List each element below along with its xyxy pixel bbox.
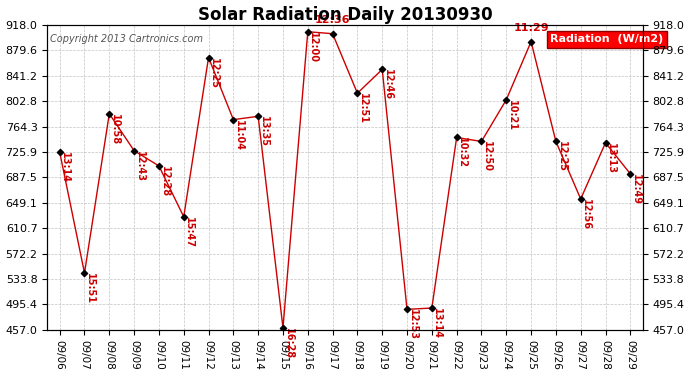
Text: 12:56: 12:56 <box>581 199 591 230</box>
Point <box>451 135 462 141</box>
Point <box>551 138 562 144</box>
Text: 15:47: 15:47 <box>184 217 195 248</box>
Point <box>128 148 139 154</box>
Point <box>277 325 288 331</box>
Point <box>575 196 586 202</box>
Point <box>302 29 313 35</box>
Text: 12:49: 12:49 <box>631 174 641 205</box>
Text: 12:43: 12:43 <box>135 151 145 182</box>
Point <box>153 163 164 169</box>
Point <box>476 138 487 144</box>
Text: 12:00: 12:00 <box>308 32 318 63</box>
Text: 10:32: 10:32 <box>457 138 467 168</box>
Text: 13:14: 13:14 <box>433 308 442 339</box>
Text: 12:51: 12:51 <box>358 93 368 124</box>
Text: 12:50: 12:50 <box>482 141 492 172</box>
Point <box>253 113 264 119</box>
Text: 16:28: 16:28 <box>284 328 293 359</box>
Point <box>352 90 363 96</box>
Point <box>178 214 189 220</box>
Text: 10:21: 10:21 <box>507 100 517 131</box>
Point <box>327 31 338 37</box>
Text: 11:29: 11:29 <box>513 23 549 33</box>
Text: Copyright 2013 Cartronics.com: Copyright 2013 Cartronics.com <box>50 34 204 44</box>
Text: 13:13: 13:13 <box>606 143 616 174</box>
Point <box>625 171 636 177</box>
Point <box>203 54 214 60</box>
Title: Solar Radiation Daily 20130930: Solar Radiation Daily 20130930 <box>198 6 492 24</box>
Point <box>104 111 115 117</box>
Point <box>228 117 239 123</box>
Text: 12:28: 12:28 <box>159 166 170 197</box>
Point <box>377 66 388 72</box>
Point <box>402 306 413 312</box>
Text: 12:25: 12:25 <box>556 141 566 172</box>
Text: 12:46: 12:46 <box>383 69 393 100</box>
Text: 12:53: 12:53 <box>408 309 417 340</box>
Text: 11:04: 11:04 <box>234 120 244 151</box>
Text: 10:58: 10:58 <box>110 114 120 145</box>
Text: 12:25: 12:25 <box>209 57 219 88</box>
Point <box>526 39 537 45</box>
Text: 13:14: 13:14 <box>60 152 70 183</box>
Text: 15:51: 15:51 <box>85 273 95 304</box>
Text: 13:35: 13:35 <box>259 116 268 147</box>
Text: 12:36: 12:36 <box>315 15 351 26</box>
Text: Radiation  (W/m2): Radiation (W/m2) <box>551 34 664 44</box>
Point <box>501 97 512 103</box>
Point <box>600 140 611 146</box>
Point <box>79 270 90 276</box>
Point <box>54 149 65 155</box>
Point <box>426 305 437 311</box>
